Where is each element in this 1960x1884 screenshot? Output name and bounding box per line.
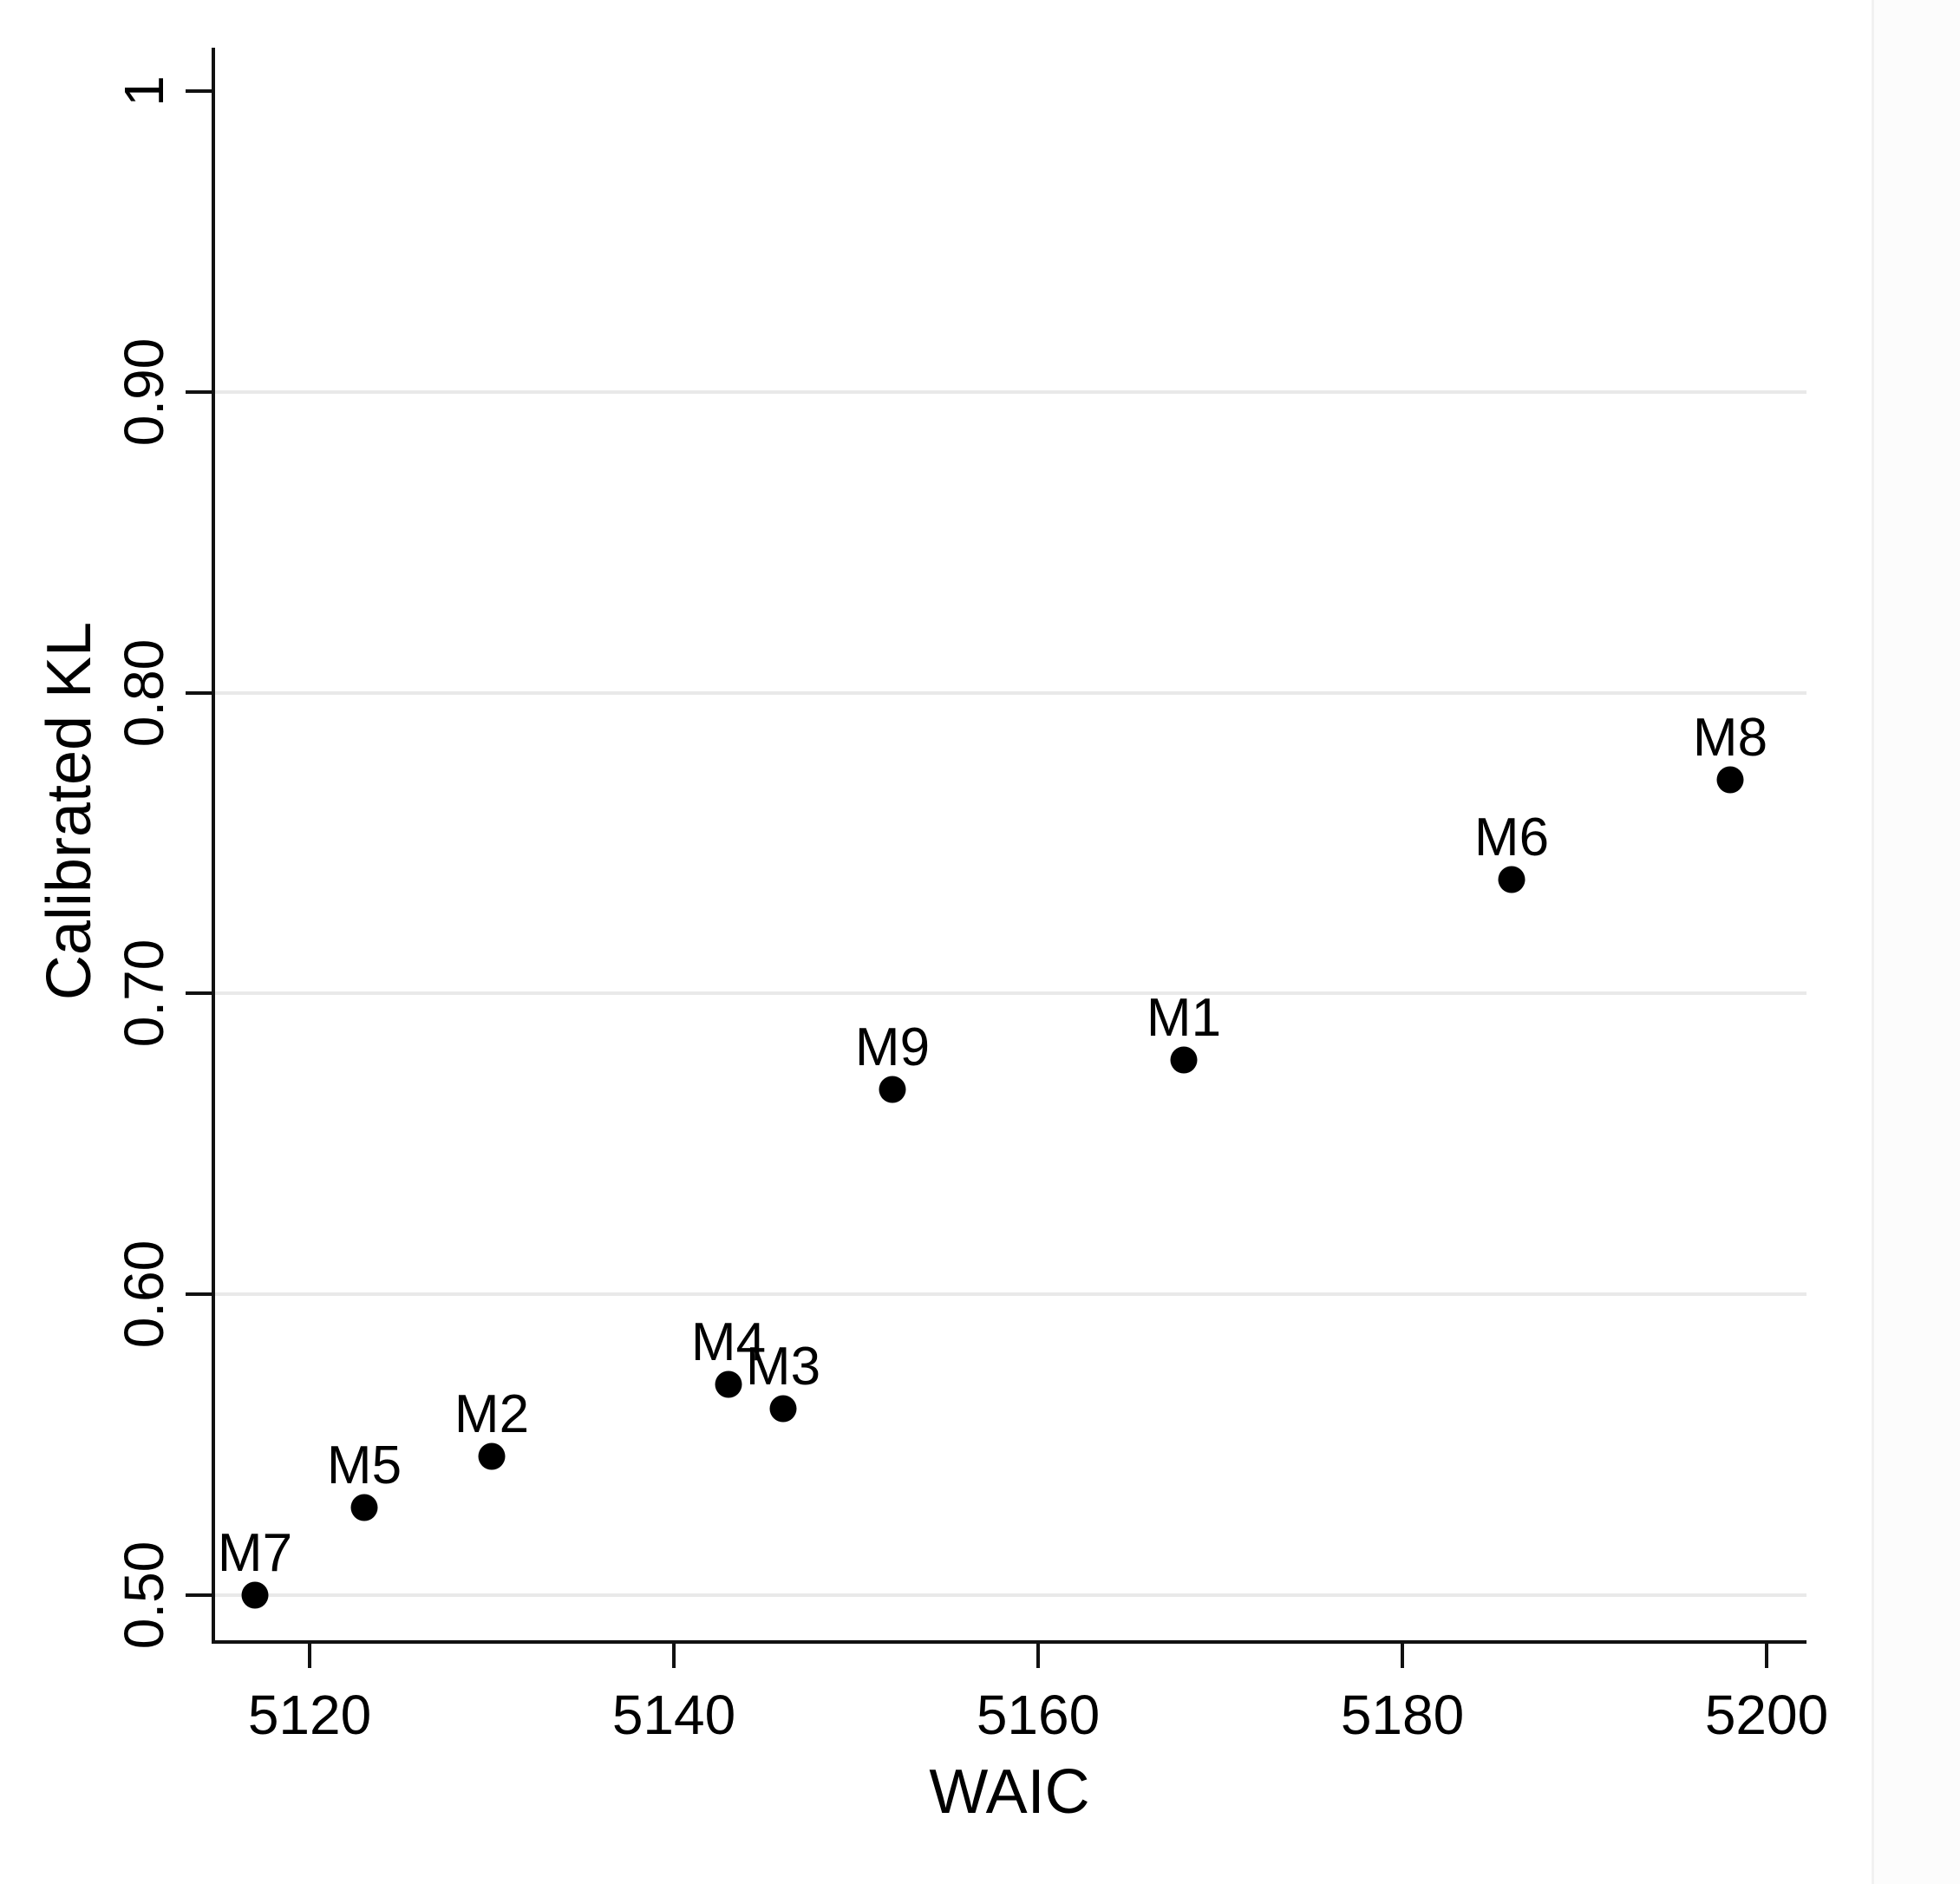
y-tick-label: 0.90 xyxy=(113,337,175,447)
data-point-label-m5: M5 xyxy=(326,1436,402,1496)
y-tick xyxy=(186,389,212,394)
gridline xyxy=(215,389,1806,394)
data-point-m5 xyxy=(350,1494,378,1521)
x-tick xyxy=(672,1644,676,1668)
data-point-m2 xyxy=(478,1442,506,1470)
gridline xyxy=(215,991,1806,996)
data-point-m6 xyxy=(1498,866,1526,893)
y-tick-label: 0.70 xyxy=(113,939,175,1048)
y-axis-line xyxy=(212,48,215,1642)
y-tick-label: 0.60 xyxy=(113,1240,175,1349)
gridline xyxy=(215,690,1806,695)
x-tick xyxy=(1036,1644,1040,1668)
data-point-m4 xyxy=(715,1370,742,1398)
y-tick-label: 0.50 xyxy=(113,1541,175,1650)
y-tick xyxy=(186,1593,212,1597)
data-point-m3 xyxy=(769,1395,797,1423)
y-tick xyxy=(186,991,212,996)
data-point-label-m3: M3 xyxy=(745,1336,821,1397)
x-tick xyxy=(1765,1644,1768,1668)
page-right-margin-band xyxy=(1872,0,1960,1884)
data-point-m9 xyxy=(879,1076,906,1103)
data-point-m8 xyxy=(1716,766,1744,794)
data-point-m1 xyxy=(1170,1046,1198,1074)
x-tick-label: 5120 xyxy=(247,1684,372,1746)
x-tick-label: 5160 xyxy=(976,1684,1101,1746)
x-tick-label: 5140 xyxy=(611,1684,736,1746)
data-point-label-m1: M1 xyxy=(1146,987,1222,1048)
x-tick-label: 5180 xyxy=(1340,1684,1465,1746)
data-point-label-m7: M7 xyxy=(217,1523,293,1583)
y-tick xyxy=(186,1292,212,1297)
x-tick xyxy=(1401,1644,1404,1668)
y-tick xyxy=(186,690,212,695)
x-tick xyxy=(308,1644,311,1668)
x-axis-title: WAIC xyxy=(929,1757,1090,1827)
data-point-label-m2: M2 xyxy=(454,1384,530,1445)
y-tick xyxy=(186,89,212,93)
data-point-label-m9: M9 xyxy=(854,1017,931,1078)
gridline xyxy=(215,1292,1806,1297)
x-tick-label: 5200 xyxy=(1704,1684,1829,1746)
y-tick-label: 1 xyxy=(113,75,175,107)
data-point-label-m4: M4 xyxy=(690,1312,767,1373)
x-axis-line xyxy=(212,1640,1806,1644)
data-point-label-m6: M6 xyxy=(1473,807,1550,867)
gridline xyxy=(215,1593,1806,1597)
y-tick-label: 0.80 xyxy=(113,638,175,747)
y-axis-title: Calibrated KL xyxy=(35,621,104,1001)
data-point-label-m8: M8 xyxy=(1692,708,1768,769)
data-point-m7 xyxy=(241,1581,269,1609)
